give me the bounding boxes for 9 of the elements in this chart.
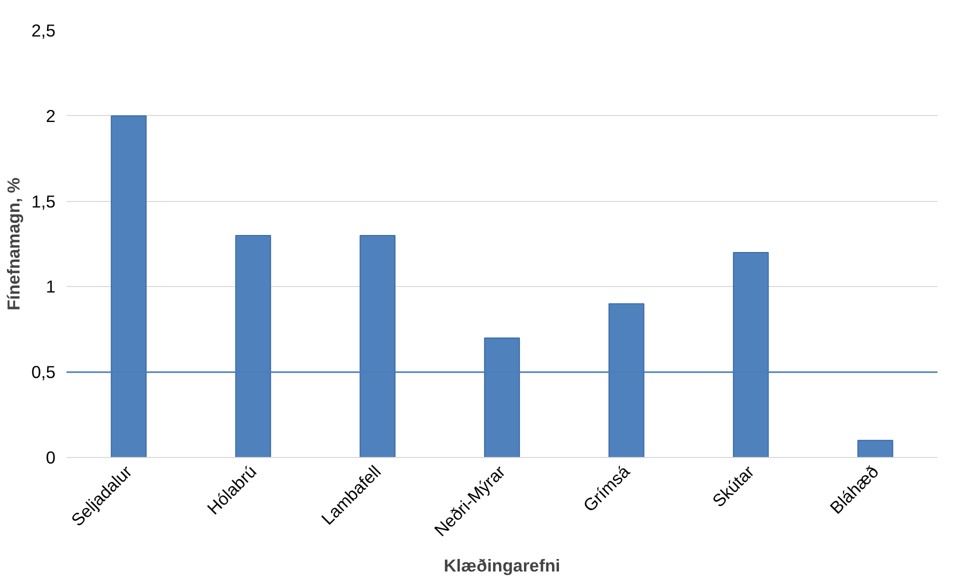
y-tick-label: 1,5 [31, 191, 56, 212]
x-axis-title: Klæðingarefni [444, 555, 560, 576]
y-tick-label: 2 [46, 106, 56, 126]
y-axis-title: Fínefnamagn, % [3, 178, 24, 310]
y-tick-label: 0,5 [31, 362, 56, 382]
y-tick-label: 2,5 [31, 20, 56, 40]
y-tick-label: 0 [46, 448, 56, 468]
bar [857, 440, 894, 458]
y-tick-label: 1 [46, 276, 56, 297]
